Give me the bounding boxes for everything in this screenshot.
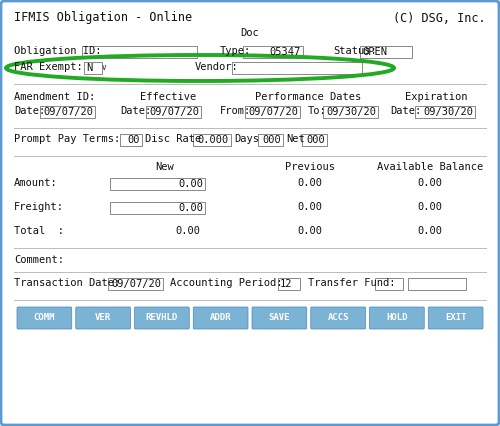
Text: 00: 00 <box>128 135 140 145</box>
Bar <box>258 134 283 146</box>
Text: Amendment ID:: Amendment ID: <box>14 92 95 102</box>
Text: 09/30/20: 09/30/20 <box>326 107 376 117</box>
Text: OPEN: OPEN <box>362 47 387 57</box>
FancyBboxPatch shape <box>193 307 248 329</box>
Text: 0.00: 0.00 <box>298 202 322 212</box>
Text: Amount:: Amount: <box>14 178 58 188</box>
Text: 0.00: 0.00 <box>178 179 203 189</box>
Text: 09/07/20: 09/07/20 <box>43 107 93 117</box>
Bar <box>360 46 412 58</box>
Bar <box>323 106 378 118</box>
Text: IFMIS Obligation - Online: IFMIS Obligation - Online <box>14 12 192 25</box>
Bar <box>415 106 475 118</box>
Text: 000: 000 <box>306 135 325 145</box>
FancyBboxPatch shape <box>17 307 72 329</box>
Bar <box>302 134 327 146</box>
Text: Status:: Status: <box>333 46 377 56</box>
Text: v: v <box>102 63 106 72</box>
Text: New: New <box>156 162 174 172</box>
Text: HOLD: HOLD <box>386 314 407 322</box>
Text: Expiration: Expiration <box>405 92 468 102</box>
Text: 0.00: 0.00 <box>175 226 200 236</box>
Text: 05347: 05347 <box>270 47 301 57</box>
Bar <box>82 46 197 58</box>
Text: Date:: Date: <box>390 106 421 116</box>
Text: 0.000: 0.000 <box>198 135 229 145</box>
Text: Freight:: Freight: <box>14 202 64 212</box>
Text: Transfer Fund:: Transfer Fund: <box>308 278 396 288</box>
Text: Total  :: Total : <box>14 226 64 236</box>
Text: 0.00: 0.00 <box>418 178 442 188</box>
Text: Accounting Period:: Accounting Period: <box>170 278 282 288</box>
FancyBboxPatch shape <box>311 307 366 329</box>
Text: SAVE: SAVE <box>268 314 290 322</box>
Bar <box>245 106 300 118</box>
Text: Prompt Pay Terms:: Prompt Pay Terms: <box>14 134 120 144</box>
Text: Date:: Date: <box>14 106 45 116</box>
Text: N: N <box>86 63 92 73</box>
Text: 0.00: 0.00 <box>178 203 203 213</box>
Text: Obligation ID:: Obligation ID: <box>14 46 102 56</box>
Text: Previous: Previous <box>285 162 335 172</box>
Bar <box>110 178 205 190</box>
Bar <box>146 106 201 118</box>
Text: Type:: Type: <box>220 46 252 56</box>
Text: COMM: COMM <box>34 314 55 322</box>
Text: Date:: Date: <box>120 106 151 116</box>
Bar <box>408 278 466 290</box>
Text: EXIT: EXIT <box>445 314 466 322</box>
Bar <box>232 62 362 74</box>
Bar <box>193 134 231 146</box>
Text: Disc Rate: Disc Rate <box>145 134 201 144</box>
Bar <box>110 202 205 214</box>
Text: 0.00: 0.00 <box>418 202 442 212</box>
Text: 0.00: 0.00 <box>298 178 322 188</box>
Text: VER: VER <box>95 314 111 322</box>
Bar <box>108 278 163 290</box>
Text: REVHLD: REVHLD <box>146 314 178 322</box>
Text: 12: 12 <box>280 279 292 289</box>
Text: From:: From: <box>220 106 252 116</box>
Text: Available Balance: Available Balance <box>377 162 483 172</box>
Bar <box>243 46 303 58</box>
Text: Vendor:: Vendor: <box>195 62 239 72</box>
Text: 09/07/20: 09/07/20 <box>248 107 298 117</box>
Text: Comment:: Comment: <box>14 255 64 265</box>
Text: Net: Net <box>286 134 305 144</box>
Bar <box>278 278 300 290</box>
Text: 0.00: 0.00 <box>298 226 322 236</box>
FancyBboxPatch shape <box>370 307 424 329</box>
FancyBboxPatch shape <box>252 307 307 329</box>
Text: Performance Dates: Performance Dates <box>255 92 361 102</box>
Bar <box>40 106 95 118</box>
Bar <box>84 62 102 74</box>
FancyBboxPatch shape <box>134 307 189 329</box>
Text: ACCS: ACCS <box>328 314 349 322</box>
Text: Doc: Doc <box>240 28 260 38</box>
Text: 09/07/20: 09/07/20 <box>149 107 199 117</box>
Bar <box>120 134 142 146</box>
Bar <box>375 278 403 290</box>
Text: To:: To: <box>308 106 327 116</box>
Text: 0.00: 0.00 <box>418 226 442 236</box>
Text: Effective: Effective <box>140 92 196 102</box>
FancyBboxPatch shape <box>428 307 483 329</box>
Text: 09/30/20: 09/30/20 <box>423 107 473 117</box>
FancyBboxPatch shape <box>76 307 130 329</box>
Text: (C) DSG, Inc.: (C) DSG, Inc. <box>394 12 486 25</box>
Text: ADDR: ADDR <box>210 314 232 322</box>
Text: FAR Exempt:: FAR Exempt: <box>14 62 83 72</box>
Text: Transaction Date:: Transaction Date: <box>14 278 120 288</box>
Text: 000: 000 <box>262 135 281 145</box>
Text: Days: Days <box>234 134 259 144</box>
Text: 09/07/20: 09/07/20 <box>111 279 161 289</box>
